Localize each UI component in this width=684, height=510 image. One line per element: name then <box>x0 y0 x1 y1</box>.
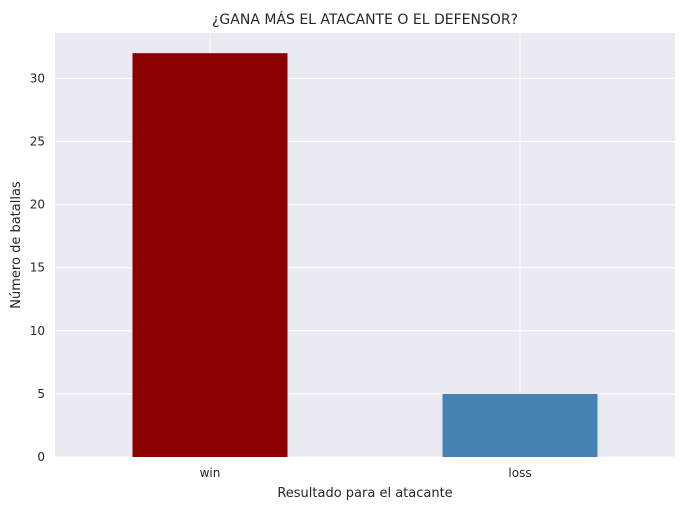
x-tick-labels: win loss <box>200 466 532 480</box>
x-axis-label: Resultado para el atacante <box>277 486 452 501</box>
x-tick-label: loss <box>508 466 531 480</box>
y-tick-labels: 0 5 10 15 20 25 30 <box>30 71 45 464</box>
bar-win <box>132 53 288 457</box>
y-tick-label: 5 <box>37 387 45 401</box>
x-tick-label: win <box>200 466 221 480</box>
y-tick-label: 25 <box>30 135 45 149</box>
y-axis-label: Número de batallas <box>9 181 24 309</box>
bar-loss <box>442 393 598 457</box>
bars <box>132 53 598 457</box>
y-tick-label: 10 <box>30 324 45 338</box>
y-tick-label: 15 <box>30 261 45 275</box>
chart-title: ¿GANA MÁS EL ATACANTE O EL DEFENSOR? <box>212 11 518 28</box>
y-tick-label: 20 <box>30 198 45 212</box>
y-tick-label: 30 <box>30 71 45 85</box>
y-tick-label: 0 <box>37 450 45 464</box>
